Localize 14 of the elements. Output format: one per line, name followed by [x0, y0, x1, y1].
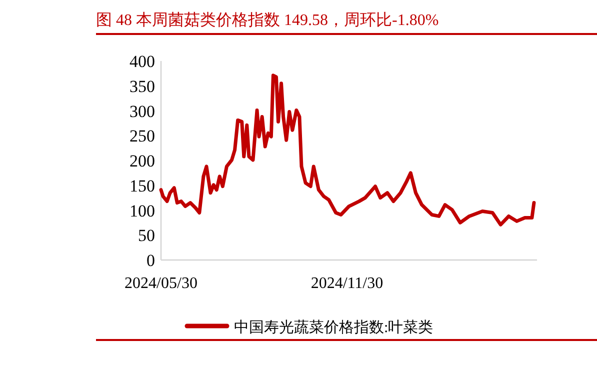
xtick: 2024/11/30: [310, 275, 384, 292]
xtick: 2024/05/30: [124, 275, 198, 292]
ytick: 0: [146, 251, 155, 270]
legend: 中国寿光蔬菜价格指数:叶菜类: [184, 320, 434, 336]
ytick: 350: [130, 76, 155, 96]
legend-label: 中国寿光蔬菜价格指数:叶菜类: [234, 319, 434, 336]
title: 图 48 本周菌菇类价格指数 149.58，周环比-1.80%: [96, 12, 439, 29]
ytick: 300: [130, 102, 155, 121]
ytick: 50: [138, 226, 155, 246]
ytick: 200: [130, 152, 155, 170]
ytick: 150: [130, 176, 155, 196]
ytick: 100: [130, 201, 155, 220]
ytick: 250: [130, 126, 155, 146]
ytick: 400: [130, 52, 155, 71]
